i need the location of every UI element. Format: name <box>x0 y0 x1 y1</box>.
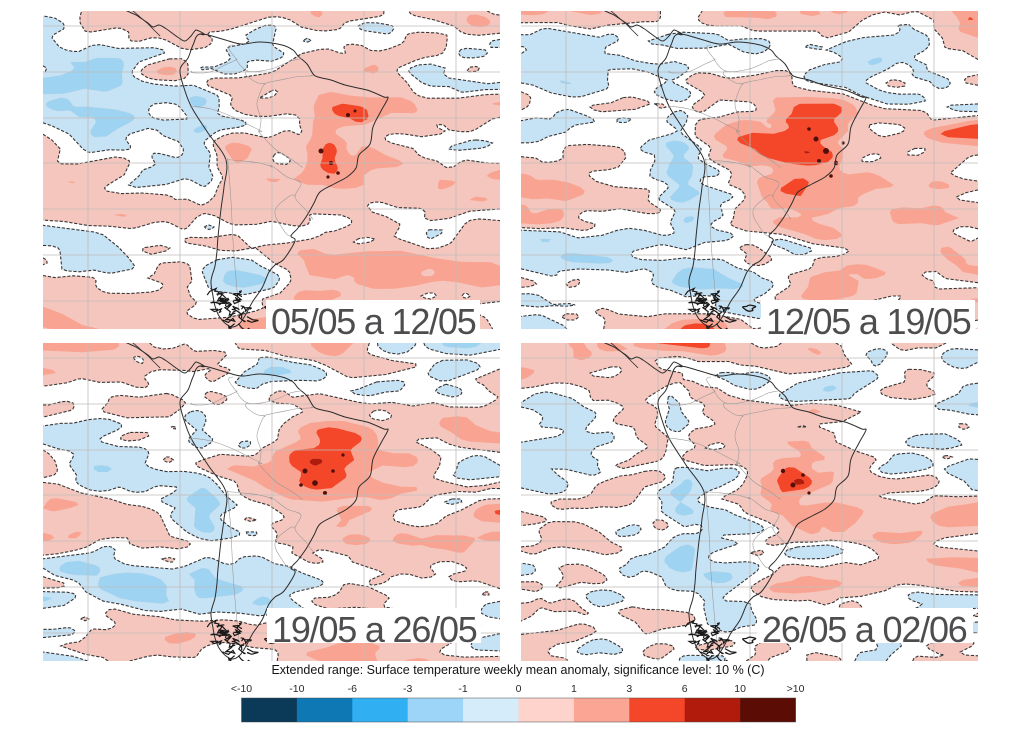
svg-text:10: 10 <box>734 683 746 695</box>
svg-text:1: 1 <box>571 683 577 695</box>
svg-text:-1: -1 <box>458 683 467 695</box>
svg-text:Extended range: Surface temper: Extended range: Surface temperature week… <box>271 663 764 677</box>
svg-text:>10: >10 <box>787 683 805 695</box>
svg-text:-3: -3 <box>403 683 412 695</box>
svg-text:26/05 a 02/06: 26/05 a 02/06 <box>762 609 967 650</box>
svg-text:05/05 a 12/05: 05/05 a 12/05 <box>271 301 476 342</box>
svg-text:-10: -10 <box>289 683 304 695</box>
svg-text:<-10: <-10 <box>231 683 252 695</box>
svg-text:6: 6 <box>682 683 688 695</box>
svg-text:3: 3 <box>626 683 632 695</box>
svg-text:0: 0 <box>516 683 522 695</box>
svg-text:-6: -6 <box>348 683 357 695</box>
svg-text:19/05 a 26/05: 19/05 a 26/05 <box>272 609 477 650</box>
svg-text:12/05 a 19/05: 12/05 a 19/05 <box>766 301 971 342</box>
